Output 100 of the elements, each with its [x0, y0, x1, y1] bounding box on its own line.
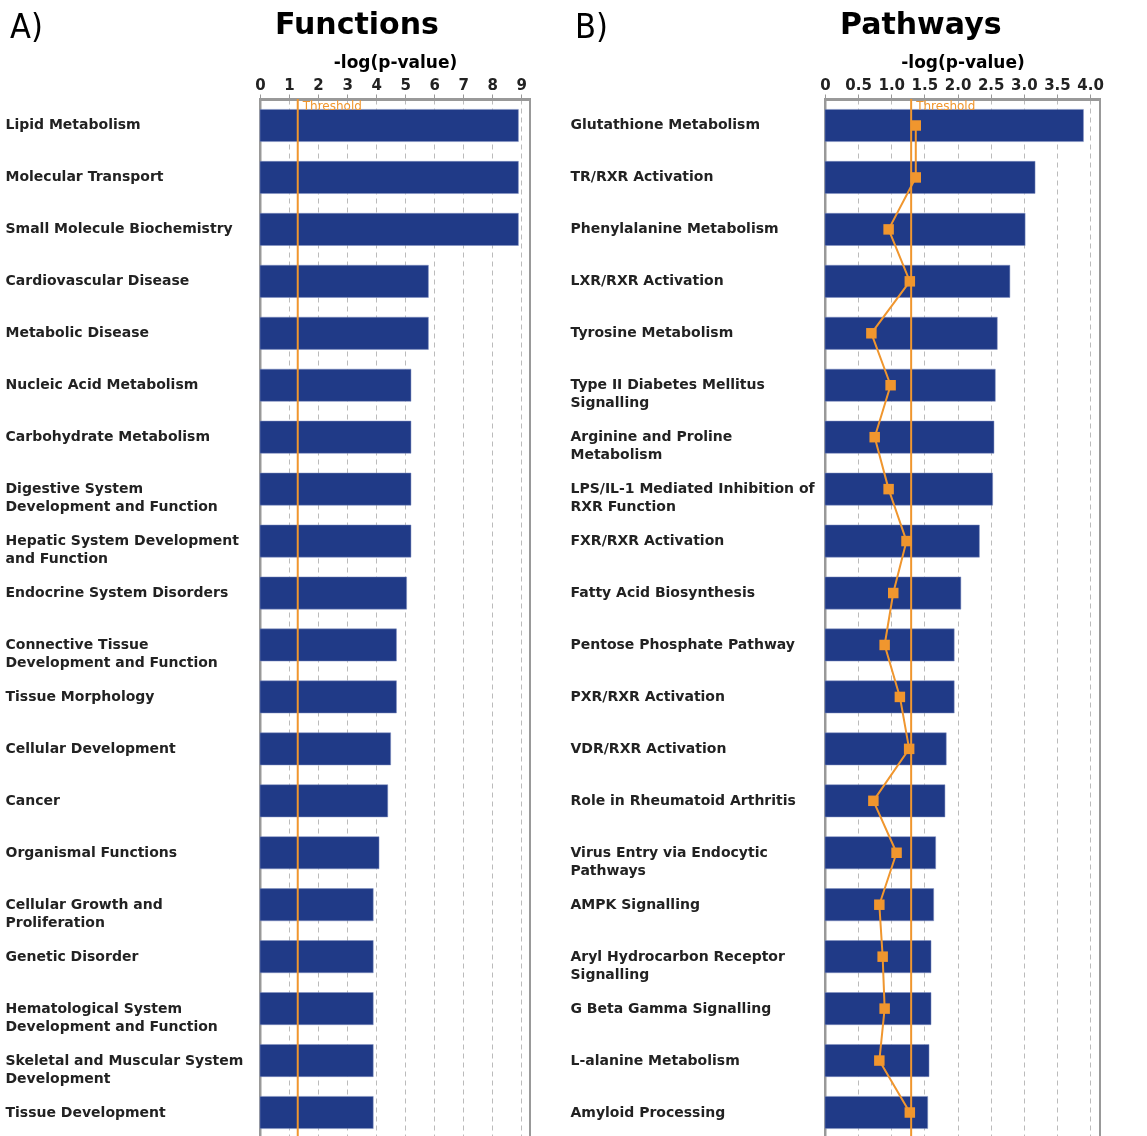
bar: [824, 472, 993, 506]
point: [894, 691, 906, 703]
bar: [824, 213, 1026, 246]
point: [877, 951, 888, 962]
y-tick-label: Small Molecule Biochemistry: [5, 220, 233, 237]
x-tick-label: 1: [284, 75, 295, 94]
y-tick-label: Tissue Development: [5, 1103, 167, 1120]
point: [874, 1055, 885, 1066]
y-tick-label: Phenylalanine Metabolism: [570, 220, 779, 237]
point: [866, 328, 877, 339]
y-tick-label: Tyrosine Metabolism: [570, 324, 734, 341]
bar: [824, 1096, 928, 1129]
y-tick-label: Nucleic Acid Metabolism: [5, 376, 199, 393]
x-tick-label: 5: [400, 75, 411, 94]
point: [891, 847, 902, 859]
y-tick-label: VDR/RXR Activation: [570, 739, 727, 756]
x-tick-label: 8: [487, 75, 498, 94]
x-axis-title: -log(p-value): [333, 51, 458, 72]
point: [885, 379, 896, 391]
bar: [259, 784, 388, 818]
x-tick-label: 6: [429, 75, 440, 94]
x-tick-label: 2.5: [977, 75, 1005, 94]
bar: [259, 576, 407, 610]
y-tick-label: Cardiovascular Disease: [5, 272, 190, 289]
x-tick-label: 3.0: [1011, 75, 1038, 94]
x-tick-label: 1.0: [878, 75, 906, 94]
y-tick-label: Cancer: [5, 791, 60, 808]
bar: [824, 420, 995, 454]
x-tick-label: 2: [313, 75, 324, 94]
bar: [259, 836, 380, 870]
y-tick-label: Hematological System Development and Function: [5, 999, 218, 1034]
y-tick-label: Skeletal and Muscular System Development: [5, 1051, 244, 1086]
x-tick-label: 4: [371, 75, 382, 94]
point: [868, 795, 879, 807]
point: [879, 1003, 890, 1014]
x-tick-label: 4.0: [1077, 75, 1104, 94]
y-tick-label: Genetic Disorder: [5, 947, 139, 964]
y-tick-label: Virus Entry via Endocytic Pathways: [570, 843, 768, 878]
bar: [824, 524, 980, 558]
bar: [824, 264, 1011, 298]
x-tick-label: 0.5: [845, 75, 872, 94]
bar: [824, 940, 932, 974]
y-tick-label: PXR/RXR Activation: [570, 687, 725, 704]
bar: [259, 992, 374, 1025]
bar: [259, 1096, 374, 1129]
x-tick-label: 2.0: [944, 75, 972, 94]
y-tick-label: Arginine and Proline Metabolism: [570, 428, 733, 463]
bar: [824, 836, 936, 870]
bar: [824, 316, 998, 350]
bar: [259, 213, 519, 246]
y-tick-label: Carbohydrate Metabolism: [5, 428, 211, 445]
bar: [259, 680, 397, 714]
point: [869, 431, 880, 443]
bar: [259, 732, 391, 766]
y-tick-label: Amyloid Processing: [570, 1103, 726, 1120]
x-tick-label: 3: [342, 75, 353, 94]
chart-title: Pathways: [840, 6, 1002, 41]
y-tick-label: Organismal Functions: [5, 843, 178, 860]
y-tick-label: Cellular Growth and Proliferation: [5, 895, 163, 930]
y-tick-label: LPS/IL-1 Mediated Inhibition of RXR Function: [570, 480, 816, 515]
x-tick-label: 3.5: [1044, 75, 1071, 94]
point: [910, 120, 922, 131]
y-tick-label: Digestive System Development and Function: [5, 480, 218, 515]
x-axis-title: -log(p-value): [901, 51, 1025, 72]
y-tick-label: Molecular Transport: [5, 168, 164, 185]
x-tick-label: 0: [255, 75, 266, 94]
x-tick-label: 0: [820, 75, 831, 94]
y-tick-label: G Beta Gamma Signalling: [570, 999, 772, 1016]
y-tick-label: Hepatic System Development and Function: [5, 532, 240, 567]
bar: [824, 680, 955, 714]
point: [874, 899, 885, 910]
y-tick-label: Type II Diabetes Mellitus Signalling: [570, 376, 765, 411]
y-tick-label: Fatty Acid Biosynthesis: [570, 584, 756, 601]
bar: [259, 368, 412, 402]
y-tick-label: Aryl Hydrocarbon Receptor Signalling: [570, 947, 785, 982]
point: [883, 483, 894, 495]
point: [910, 172, 922, 183]
bar: [259, 316, 429, 350]
bar: [824, 992, 932, 1025]
bar: [259, 1044, 374, 1077]
y-tick-label: Role in Rheumatoid Arthritis: [570, 791, 796, 808]
bar: [259, 161, 519, 194]
bar: [824, 368, 996, 402]
y-tick-label: Cellular Development: [5, 739, 177, 756]
point: [883, 224, 894, 235]
bar: [824, 732, 947, 766]
y-tick-label: L-alanine Metabolism: [570, 1051, 740, 1068]
y-tick-label: Endocrine System Disorders: [5, 584, 229, 601]
bar: [259, 940, 374, 974]
text: B): [575, 6, 608, 46]
bar: [824, 161, 1036, 194]
y-tick-label: AMPK Signalling: [570, 895, 700, 912]
y-tick-label: Glutathione Metabolism: [570, 116, 761, 133]
x-tick-label: 7: [458, 75, 469, 94]
y-tick-label: Pentose Phosphate Pathway: [570, 635, 795, 652]
chart-title: Functions: [275, 6, 439, 41]
y-tick-label: LXR/RXR Activation: [570, 272, 724, 289]
y-tick-label: Connective Tissue Development and Function: [5, 635, 218, 670]
y-tick-label: Tissue Morphology: [5, 687, 155, 704]
bar: [824, 109, 1084, 142]
